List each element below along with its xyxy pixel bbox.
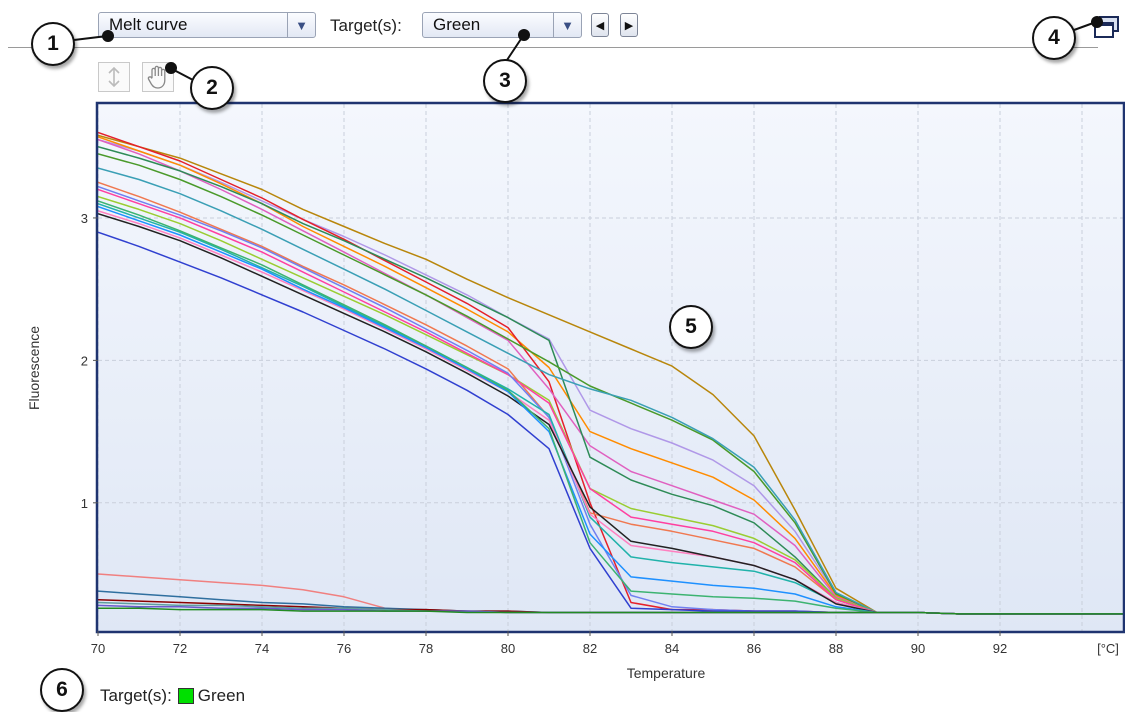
vertical-arrows-icon (108, 66, 120, 88)
y-tick-label: 2 (81, 353, 88, 368)
x-tick-label: 72 (173, 641, 187, 656)
legend-label: Target(s): (100, 686, 172, 705)
next-target-button[interactable]: ▶ (620, 13, 638, 37)
legend: Target(s): Green (100, 686, 245, 706)
chevron-down-icon: ▼ (287, 13, 315, 37)
target-select[interactable]: Green ▼ (422, 12, 582, 38)
targets-label: Target(s): (330, 16, 402, 35)
y-tick-label: 3 (81, 211, 88, 226)
callout-1: 1 (31, 22, 75, 66)
x-tick-label: 76 (337, 641, 351, 656)
x-tick-label: 84 (665, 641, 679, 656)
y-axis-label: Fluorescence (26, 326, 42, 410)
x-tick-label: 70 (91, 641, 105, 656)
x-tick-label: 88 (829, 641, 843, 656)
y-tick-label: 1 (81, 496, 88, 511)
x-tick-label: 86 (747, 641, 761, 656)
x-axis-label: Temperature (627, 665, 706, 681)
view-select[interactable]: Melt curve ▼ (98, 12, 316, 38)
callout-2: 2 (190, 66, 234, 110)
chevron-down-icon: ▼ (553, 13, 581, 37)
legend-item-green: Green (197, 686, 246, 705)
x-tick-label: 82 (583, 641, 597, 656)
target-select-value: Green (433, 15, 481, 34)
x-axis-ticks: 70 72 74 76 78 80 82 84 86 88 90 92 (91, 631, 1007, 656)
previous-target-button[interactable]: ◀ (591, 13, 609, 37)
x-unit-label: [°C] (1097, 641, 1119, 656)
series-lines (98, 131, 1123, 615)
callout-5: 5 (669, 305, 713, 349)
triangle-left-icon: ◀ (595, 19, 605, 32)
callout-3: 3 (483, 59, 527, 103)
view-select-value: Melt curve (109, 15, 188, 34)
hand-icon (147, 65, 166, 89)
triangle-right-icon: ▶ (624, 19, 634, 32)
x-tick-label: 80 (501, 641, 515, 656)
x-tick-label: 74 (255, 641, 269, 656)
toolbar-separator (8, 47, 1098, 48)
pan-button[interactable] (142, 62, 174, 92)
plot-area (97, 103, 1124, 632)
plot-frame (95, 101, 1125, 634)
y-axis-ticks: 1 2 3 (81, 211, 98, 511)
x-tick-label: 90 (911, 641, 925, 656)
series-line-24 (98, 607, 1123, 615)
callout-6: 6 (40, 668, 84, 712)
zoom-vertical-button[interactable] (98, 62, 130, 92)
x-tick-label: 78 (419, 641, 433, 656)
callout-4: 4 (1032, 16, 1076, 60)
x-tick-label: 92 (993, 641, 1007, 656)
legend-swatch (177, 688, 194, 704)
